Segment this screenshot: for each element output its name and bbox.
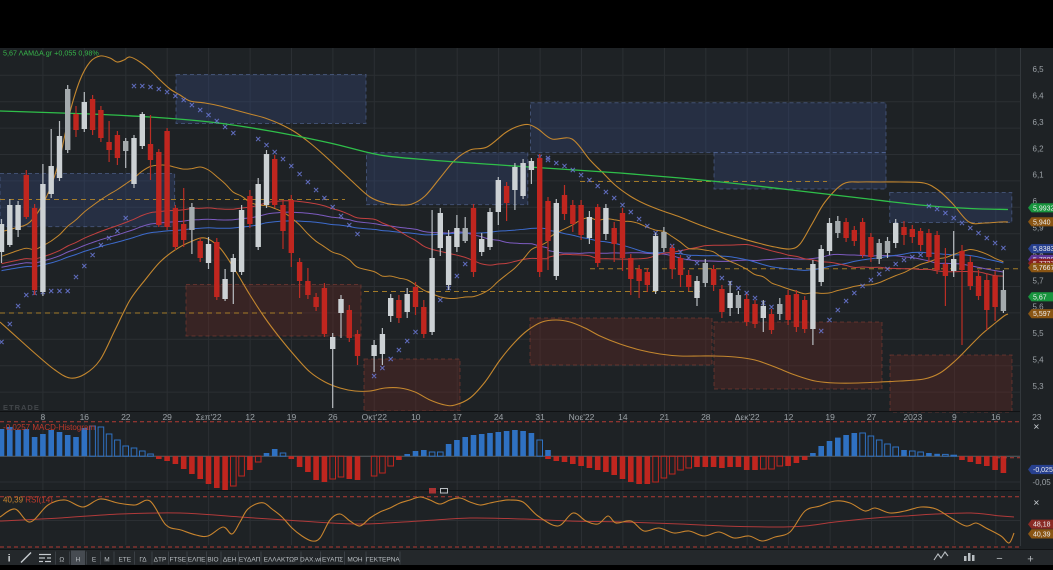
svg-text:5,5: 5,5 <box>1033 329 1045 338</box>
svg-text:9: 9 <box>952 412 957 422</box>
svg-text:ETE: ETE <box>118 557 131 564</box>
svg-text:8: 8 <box>41 412 46 422</box>
svg-text:27: 27 <box>867 412 877 422</box>
svg-text:5,9932: 5,9932 <box>1033 205 1053 212</box>
svg-text:-0,0257: -0,0257 <box>1033 467 1053 474</box>
svg-text:48,18: 48,18 <box>1033 522 1051 529</box>
svg-text:ΓΕΚΤΕΡΝΑ: ΓΕΚΤΕΡΝΑ <box>366 557 401 564</box>
svg-text:29: 29 <box>162 412 172 422</box>
svg-text:✕: ✕ <box>1033 499 1040 508</box>
svg-text:ΕΥΔΑΠ: ΕΥΔΑΠ <box>239 557 261 564</box>
svg-text:12: 12 <box>784 412 794 422</box>
svg-text:2023: 2023 <box>903 412 922 422</box>
svg-text:10: 10 <box>411 412 421 422</box>
svg-text:17: 17 <box>452 412 462 422</box>
svg-text:6,3: 6,3 <box>1033 118 1045 127</box>
svg-text:ΕΛΠΕ: ΕΛΠΕ <box>188 557 206 564</box>
svg-text:5,8383: 5,8383 <box>1033 246 1053 253</box>
svg-text:E: E <box>92 557 97 564</box>
svg-text:ΔTP: ΔTP <box>154 557 167 564</box>
svg-text:-0,05: -0,05 <box>1033 478 1052 487</box>
svg-text:16: 16 <box>991 412 1001 422</box>
svg-text:19: 19 <box>825 412 835 422</box>
svg-text:✕: ✕ <box>1033 423 1040 432</box>
svg-text:14: 14 <box>618 412 628 422</box>
svg-text:5,4: 5,4 <box>1033 356 1045 365</box>
svg-text:ΒΙΟ: ΒΙΟ <box>207 557 218 564</box>
svg-text:i: i <box>8 554 11 565</box>
svg-text:40,39 RSI(14): 40,39 RSI(14) <box>3 496 53 505</box>
svg-text:5,67: 5,67 <box>1033 294 1047 301</box>
svg-text:21: 21 <box>660 412 670 422</box>
svg-text:5,67 ΛΑΜΔΑ.gr +0,055 0,98%: 5,67 ΛΑΜΔΑ.gr +0,055 0,98% <box>3 49 99 58</box>
svg-text:−: − <box>996 553 1002 565</box>
svg-text:FTSE: FTSE <box>169 557 186 564</box>
svg-text:Σεπ'22: Σεπ'22 <box>196 412 222 422</box>
svg-text:ΕΥΑΠΣ: ΕΥΑΠΣ <box>322 557 343 564</box>
svg-text:DAX.wi: DAX.wi <box>300 557 321 564</box>
svg-text:ΜΟΗ: ΜΟΗ <box>347 557 362 564</box>
svg-text:24: 24 <box>494 412 504 422</box>
svg-text:ΕΛΛΑΚΤΩΡ: ΕΛΛΑΚΤΩΡ <box>264 557 299 564</box>
svg-text:6,2: 6,2 <box>1033 144 1045 153</box>
svg-text:Ω: Ω <box>59 557 64 564</box>
svg-text:6,1: 6,1 <box>1033 171 1045 180</box>
svg-text:ETRADE: ETRADE <box>3 403 40 412</box>
svg-text:5,7667: 5,7667 <box>1033 265 1053 272</box>
svg-text:22: 22 <box>121 412 131 422</box>
svg-text:28: 28 <box>701 412 711 422</box>
svg-text:16: 16 <box>80 412 90 422</box>
svg-text:5,597: 5,597 <box>1033 311 1051 318</box>
svg-text:23: 23 <box>1032 412 1042 422</box>
svg-text:6,4: 6,4 <box>1033 92 1045 101</box>
svg-text:5,7: 5,7 <box>1033 276 1045 285</box>
svg-text:Οκτ'22: Οκτ'22 <box>362 412 388 422</box>
svg-text:31: 31 <box>535 412 545 422</box>
svg-text:ΓΔ: ΓΔ <box>139 557 147 564</box>
svg-text:40,39: 40,39 <box>1033 531 1051 538</box>
svg-text:12: 12 <box>245 412 255 422</box>
svg-text:M: M <box>104 557 109 564</box>
svg-text:6,5: 6,5 <box>1033 65 1045 74</box>
svg-text:H: H <box>76 557 81 564</box>
svg-text:5,940: 5,940 <box>1033 219 1051 226</box>
svg-text:+: + <box>1027 554 1033 566</box>
svg-text:ΔΕΗ: ΔΕΗ <box>223 557 237 564</box>
svg-text:26: 26 <box>328 412 338 422</box>
svg-text:5,3: 5,3 <box>1033 382 1045 391</box>
svg-text:19: 19 <box>287 412 297 422</box>
svg-text:-0,0257 MACD-Histogram: -0,0257 MACD-Histogram <box>3 423 95 432</box>
svg-text:Δεκ'22: Δεκ'22 <box>735 412 760 422</box>
svg-text:Νοε'22: Νοε'22 <box>569 412 595 422</box>
